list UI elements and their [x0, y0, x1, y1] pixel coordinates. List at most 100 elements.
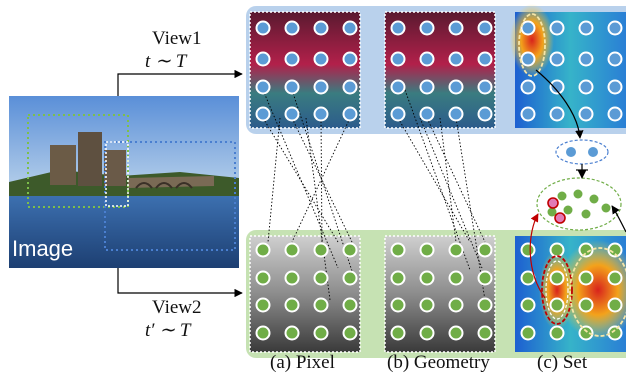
view1-point	[607, 79, 623, 95]
tile-view1-set	[510, 4, 626, 128]
set-highlight-view2-outer	[541, 255, 573, 325]
view2-point	[477, 325, 493, 341]
view1-point	[284, 20, 300, 36]
arrow-to-view2	[117, 268, 243, 298]
arrow-set-view1-down	[535, 69, 584, 139]
view1-point	[477, 106, 493, 122]
view2-point	[419, 242, 435, 258]
correspondence-line	[426, 117, 486, 243]
view2-point	[578, 270, 594, 286]
view2-point	[448, 297, 464, 313]
view1-point	[284, 79, 300, 95]
view1-point	[342, 51, 358, 67]
view2-point	[255, 325, 271, 341]
pooled-point	[573, 189, 583, 199]
view1-point	[313, 20, 329, 36]
view2-point	[578, 325, 594, 341]
overlap-region	[105, 141, 129, 207]
view2-point	[607, 270, 623, 286]
view1-point	[284, 51, 300, 67]
view1-point	[607, 106, 623, 122]
view1-point	[390, 106, 406, 122]
view1-point	[448, 106, 464, 122]
view2-point	[313, 297, 329, 313]
view2-point	[284, 270, 300, 286]
correspondence-line	[397, 117, 471, 243]
pooled-points-view2	[547, 189, 611, 224]
set-pool-view1	[555, 139, 609, 165]
source-image	[9, 96, 239, 268]
view2-point	[284, 325, 300, 341]
view1-point	[255, 79, 271, 95]
view1-point	[342, 79, 358, 95]
view1-name: View1	[152, 28, 202, 49]
view2-point	[448, 270, 464, 286]
set-highlight-view2-inner	[545, 260, 569, 320]
view1-point	[313, 79, 329, 95]
view1-point	[520, 20, 536, 36]
pooled-point	[547, 207, 557, 217]
view2-point	[313, 270, 329, 286]
view1-point	[578, 20, 594, 36]
view2-point	[284, 242, 300, 258]
pooled-point	[557, 191, 567, 201]
view2-point	[313, 325, 329, 341]
point-grids	[255, 20, 623, 341]
view1-point	[390, 51, 406, 67]
view2-point	[549, 270, 565, 286]
view2-point	[549, 297, 565, 313]
view2-point	[342, 242, 358, 258]
view1-point	[607, 20, 623, 36]
view2-point	[477, 270, 493, 286]
view1-point	[342, 106, 358, 122]
view1-point	[342, 20, 358, 36]
arrow-set-view2-right	[611, 205, 626, 233]
view1-point	[520, 51, 536, 67]
correspondence-line	[419, 117, 483, 269]
view1-point	[578, 79, 594, 95]
view1-point	[419, 20, 435, 36]
view2-point	[520, 270, 536, 286]
view2-point	[342, 297, 358, 313]
view1-point	[255, 51, 271, 67]
view1-point	[477, 79, 493, 95]
arrow-to-view1	[117, 69, 243, 96]
view1-point	[419, 106, 435, 122]
view2-point	[390, 325, 406, 341]
correspondence-line	[305, 117, 331, 301]
view2-point	[390, 270, 406, 286]
view2-point	[520, 325, 536, 341]
view2-point	[419, 325, 435, 341]
pooled-point	[588, 147, 598, 157]
view1-transform: t ∼ T	[145, 51, 187, 72]
view1-point	[578, 106, 594, 122]
image-label: Image	[12, 236, 74, 261]
view1-point	[313, 51, 329, 67]
view2-point	[520, 242, 536, 258]
view1-point	[549, 106, 565, 122]
pooled-point	[566, 147, 576, 157]
view1-point	[313, 106, 329, 122]
set-highlight-view2-right	[569, 247, 626, 337]
view1-point	[255, 20, 271, 36]
correspondence-line	[455, 117, 486, 301]
view2-point	[255, 270, 271, 286]
highlighted-pooled-point	[547, 197, 559, 209]
view1-point	[448, 20, 464, 36]
correspondence-line	[262, 89, 339, 269]
view2-point	[390, 297, 406, 313]
view2-point	[448, 325, 464, 341]
pooled-point	[601, 203, 611, 213]
view1-point	[255, 106, 271, 122]
view2-point	[477, 242, 493, 258]
view2-point	[578, 297, 594, 313]
view2-point	[284, 297, 300, 313]
view1-point	[390, 20, 406, 36]
correspondence-lines	[262, 89, 486, 301]
view1-point	[477, 51, 493, 67]
highlighted-pooled-point	[554, 212, 566, 224]
view1-point	[549, 79, 565, 95]
correspondence-line	[404, 89, 471, 271]
view1-point	[477, 20, 493, 36]
